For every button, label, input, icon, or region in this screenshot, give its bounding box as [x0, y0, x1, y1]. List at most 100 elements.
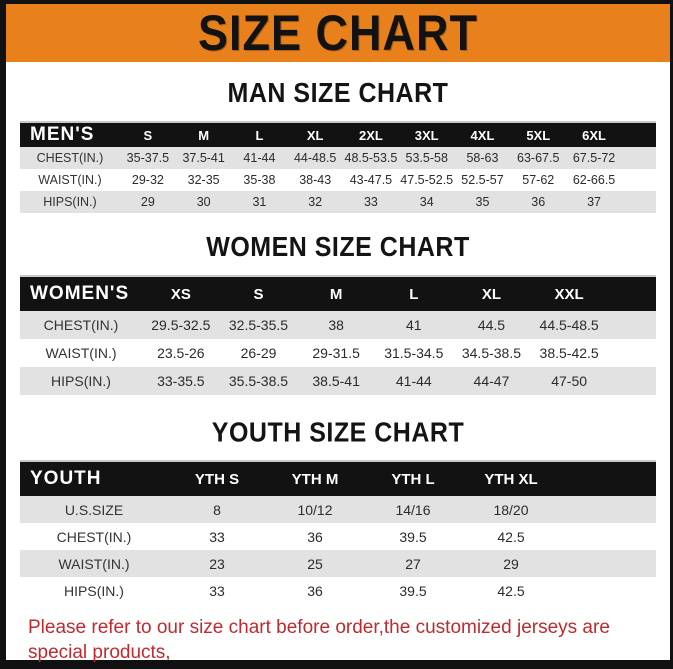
size-value-cell: 29-32: [131, 173, 164, 187]
table-row: U.S.SIZE 8 10/12 14/16 18/20: [20, 496, 656, 523]
size-column-header: 5XL: [510, 122, 567, 147]
size-column-header: S: [219, 276, 298, 311]
row-spacer: [560, 523, 656, 550]
table-row: HIPS(IN.) 33-35.5 35.5-38.5 38.5-41 41-44 44-…: [20, 367, 656, 395]
header-spacer: [560, 461, 656, 496]
size-value-cell: 35: [454, 191, 511, 213]
size-column-header: M: [175, 122, 232, 147]
womens-size-table: WOMEN'S XS S M L XL XXL CHEST(IN.) 29.5-32.5 32.5…: [20, 275, 656, 395]
size-column-header: 2XL: [343, 122, 399, 147]
size-value-cell: 35-38: [243, 173, 276, 187]
size-value-cell: 35-37.5: [120, 147, 176, 169]
size-value-cell: 33: [343, 191, 399, 213]
size-value-cell: 32: [287, 191, 344, 213]
size-value-cell: 35.5-38.5: [219, 367, 298, 395]
size-value-cell: 37.5-41: [175, 147, 232, 169]
size-value-cell: 36: [307, 528, 323, 545]
row-label: WAIST(IN.): [45, 345, 117, 361]
women-size-chart-heading: WOMEN SIZE CHART: [206, 231, 470, 263]
size-column-header: XXL: [530, 276, 608, 311]
table-row: HIPS(IN.) 33 36 39.5 42.5: [20, 577, 656, 604]
size-value-cell: 38-43: [299, 173, 332, 187]
size-value-cell: 34.5-38.5: [461, 345, 522, 361]
header-spacer: [608, 276, 656, 311]
table-row: CHEST(IN.) 33 36 39.5 42.5: [20, 523, 656, 550]
size-column-header: S: [120, 122, 176, 147]
size-value-cell: 41-44: [231, 147, 288, 169]
size-column-header: XL: [452, 276, 531, 311]
row-label: CHEST(IN.): [20, 147, 120, 169]
size-value-cell: 42.5: [497, 582, 525, 599]
size-column-header: L: [374, 276, 453, 311]
row-label: WAIST(IN.): [38, 173, 102, 187]
size-column-header: L: [231, 122, 288, 147]
size-value-cell: 44.5-48.5: [530, 311, 608, 339]
size-value-cell: 44-47: [452, 367, 531, 395]
row-spacer: [560, 550, 656, 577]
size-value-cell: 14/16: [364, 496, 462, 523]
size-value-cell: 41-44: [374, 367, 453, 395]
youth-size-chart-heading: YOUTH SIZE CHART: [211, 417, 465, 449]
header-spacer: [622, 122, 656, 147]
size-value-cell: 34: [398, 191, 455, 213]
size-value-cell: 10/12: [266, 496, 364, 523]
size-column-header: 4XL: [454, 122, 511, 147]
row-spacer: [560, 496, 656, 523]
size-value-cell: 36: [510, 191, 567, 213]
size-column-header: M: [297, 276, 375, 311]
row-spacer: [608, 311, 656, 339]
size-value-cell: 29-31.5: [312, 345, 360, 361]
size-value-cell: 33: [209, 528, 225, 545]
size-value-cell: 58-63: [454, 147, 511, 169]
size-column-header: YTH L: [364, 461, 462, 496]
row-label: WAIST(IN.): [20, 550, 168, 577]
size-value-cell: 38: [297, 311, 375, 339]
table-row: WAIST(IN.) 23 25 27 29: [20, 550, 656, 577]
size-value-cell: 57-62: [522, 173, 555, 187]
size-column-header: YTH XL: [462, 461, 560, 496]
size-value-cell: 36: [307, 582, 323, 599]
size-value-cell: 42.5: [497, 528, 525, 545]
size-column-header: YTH S: [168, 461, 266, 496]
youth-size-table-container: YOUTH YTH S YTH M YTH L YTH XL U.S.SIZE 8 10/12…: [6, 460, 670, 604]
size-value-cell: 26-29: [240, 345, 277, 361]
size-value-cell: 52.5-57: [461, 173, 504, 187]
youth-size-table: YOUTH YTH S YTH M YTH L YTH XL U.S.SIZE 8 10/12…: [20, 460, 656, 604]
size-value-cell: 44.5: [452, 311, 531, 339]
table-corner-label: WOMEN'S: [20, 276, 142, 311]
size-value-cell: 67.5-72: [566, 147, 622, 169]
row-spacer: [622, 191, 656, 213]
size-value-cell: 31.5-34.5: [384, 345, 444, 361]
size-column-header: XS: [142, 276, 220, 311]
row-label: CHEST(IN.): [20, 311, 142, 339]
table-row: CHEST(IN.) 35-37.5 37.5-41 41-44 44-48.5 48.5…: [20, 147, 656, 169]
size-chart-banner: SIZE CHART: [6, 4, 670, 62]
mens-size-table: MEN'S S M L XL 2XL 3XL 4XL 5XL 6XL CHEST(IN.) 35-37…: [20, 121, 656, 213]
table-row: WAIST(IN.) 29-32 32-35 35-38 38-43 43-47.5 47.…: [20, 169, 656, 191]
table-corner-label: MEN'S: [20, 122, 120, 147]
disclaimer-note: Please refer to our size chart before or…: [6, 615, 670, 669]
row-spacer: [608, 339, 656, 367]
row-spacer: [560, 577, 656, 604]
size-value-cell: 29.5-32.5: [142, 311, 220, 339]
row-label: U.S.SIZE: [20, 496, 168, 523]
size-column-header: XL: [287, 122, 344, 147]
size-value-cell: 37: [566, 191, 622, 213]
size-value-cell: 18/20: [462, 496, 560, 523]
size-column-header: 6XL: [566, 122, 622, 147]
size-value-cell: 8: [168, 496, 266, 523]
size-value-cell: 38.5-42.5: [539, 345, 599, 361]
row-spacer: [622, 147, 656, 169]
row-label: HIPS(IN.): [20, 191, 120, 213]
size-value-cell: 32-35: [187, 173, 220, 187]
table-row: HIPS(IN.) 29 30 31 32 33 34 35 36 37: [20, 191, 656, 213]
size-value-cell: 39.5: [399, 528, 427, 545]
disclaimer-line-1: Please refer to our size chart before or…: [28, 617, 610, 663]
size-column-header: 3XL: [398, 122, 455, 147]
size-column-header: YTH M: [266, 461, 364, 496]
man-size-chart-heading: MAN SIZE CHART: [227, 77, 449, 109]
size-value-cell: 44-48.5: [287, 147, 344, 169]
size-value-cell: 29: [462, 550, 560, 577]
size-value-cell: 38.5-41: [297, 367, 375, 395]
size-value-cell: 25: [266, 550, 364, 577]
